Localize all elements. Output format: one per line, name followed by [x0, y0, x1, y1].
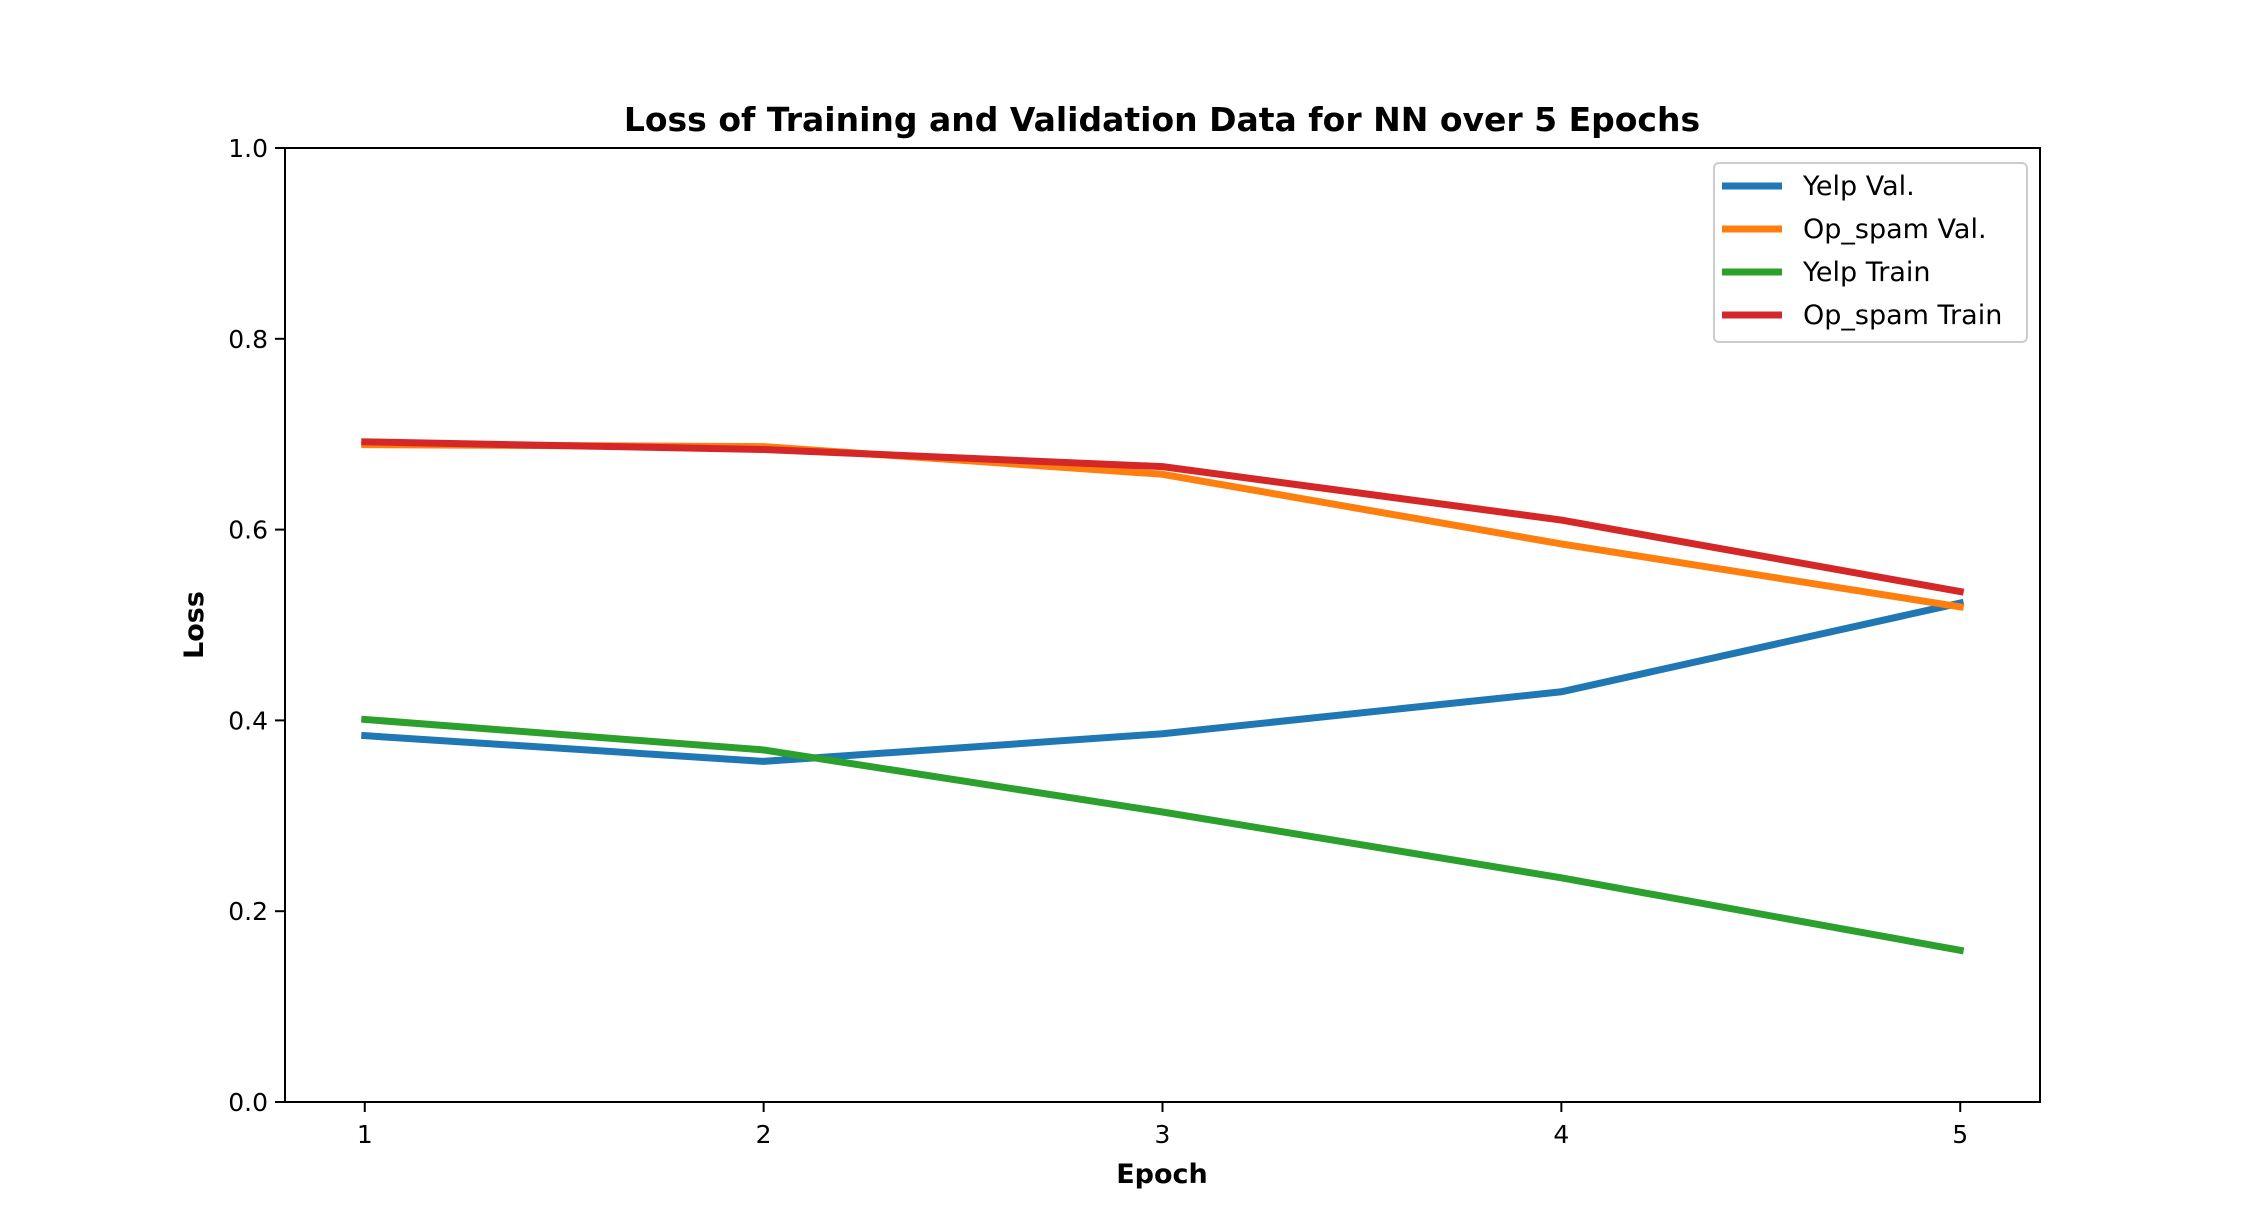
x-axis-label: Epoch [1116, 1159, 1208, 1190]
legend-box [1713, 162, 2028, 343]
y-axis-ticks: 0.0 0.2 0.4 0.6 0.8 1.0 [228, 134, 285, 1117]
chart-title: Loss of Training and Validation Data for… [624, 100, 1700, 139]
plot-frame [284, 147, 2041, 1103]
y-tick-label: 0.0 [228, 1088, 268, 1117]
y-tick-label: 1.0 [228, 134, 268, 163]
y-tick-label: 0.2 [228, 897, 268, 926]
legend-label-op-spam-train: Op_spam Train [1803, 300, 2002, 331]
legend-entries: Yelp Val. Op_spam Val. Yelp Train Op_spam T… [1722, 171, 2002, 331]
series-line-op-spam-train [361, 438, 1965, 596]
y-tick-label: 0.4 [228, 706, 268, 735]
x-axis-ticks: 1 2 3 4 5 [357, 1102, 1968, 1149]
x-tick-label: 1 [357, 1120, 373, 1149]
series-lines [361, 438, 1965, 955]
x-tick-label: 3 [1155, 1120, 1171, 1149]
series-line-yelp-train [361, 715, 1965, 955]
legend-label-yelp-val: Yelp Val. [1802, 171, 1915, 202]
legend-label-op-spam-val: Op_spam Val. [1803, 214, 1987, 245]
x-tick-label: 5 [1952, 1120, 1968, 1149]
x-tick-label: 2 [756, 1120, 772, 1149]
y-tick-label: 0.8 [228, 325, 268, 354]
legend-label-yelp-train: Yelp Train [1802, 257, 1931, 288]
series-line-yelp-val [361, 598, 1965, 765]
legend: Yelp Val. Op_spam Val. Yelp Train Op_spam T… [1713, 162, 2028, 343]
y-tick-label: 0.6 [228, 516, 268, 545]
y-axis-label: Loss [179, 591, 210, 659]
x-tick-label: 4 [1553, 1120, 1569, 1149]
